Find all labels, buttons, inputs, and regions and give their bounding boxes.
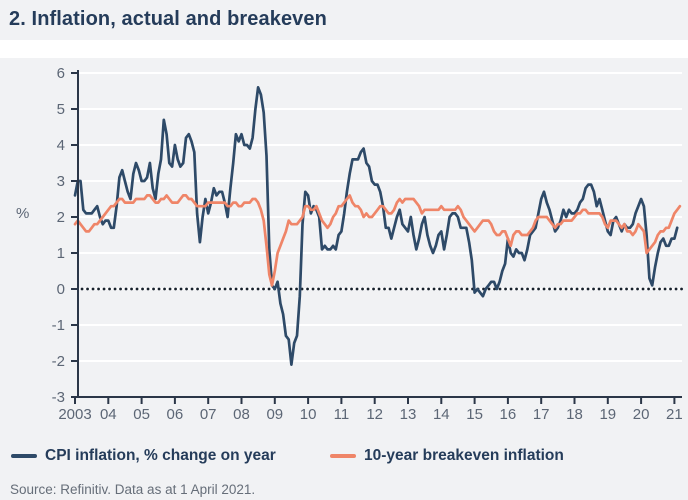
svg-text:11: 11 xyxy=(334,406,350,423)
svg-text:18: 18 xyxy=(566,406,583,423)
svg-text:5: 5 xyxy=(57,101,65,118)
svg-text:04: 04 xyxy=(100,406,117,423)
svg-text:4: 4 xyxy=(57,137,65,154)
source-note: Source: Refinitiv. Data as at 1 April 20… xyxy=(10,482,256,497)
legend-item-breakeven: 10-year breakeven inflation xyxy=(330,444,564,468)
svg-text:15: 15 xyxy=(466,406,483,423)
svg-text:21: 21 xyxy=(666,406,683,423)
svg-text:09: 09 xyxy=(266,406,283,423)
svg-text:6: 6 xyxy=(57,65,65,82)
figure-header: 2. Inflation, actual and breakeven xyxy=(0,0,688,40)
svg-text:3: 3 xyxy=(57,173,65,190)
svg-text:13: 13 xyxy=(400,406,417,423)
svg-text:17: 17 xyxy=(533,406,550,423)
svg-text:16: 16 xyxy=(500,406,517,423)
svg-text:-1: -1 xyxy=(52,317,65,334)
svg-text:07: 07 xyxy=(200,406,217,423)
svg-text:0: 0 xyxy=(57,281,65,298)
svg-text:19: 19 xyxy=(599,406,616,423)
svg-text:14: 14 xyxy=(433,406,450,423)
svg-text:2: 2 xyxy=(57,209,65,226)
chart-title: 2. Inflation, actual and breakeven xyxy=(9,8,327,30)
svg-text:08: 08 xyxy=(233,406,250,423)
legend-label-breakeven: 10-year breakeven inflation xyxy=(364,447,564,464)
legend-item-cpi: CPI inflation, % change on year xyxy=(11,444,276,468)
chart-panel: 6 5 4 3 2 1 0 -1 -2 -3 2003 04 05 06 07 08 09 10 11 12 13 14 1… xyxy=(0,58,688,500)
legend-label-cpi: CPI inflation, % change on year xyxy=(45,447,276,464)
svg-text:-2: -2 xyxy=(52,353,65,370)
svg-text:1: 1 xyxy=(57,245,65,262)
svg-text:05: 05 xyxy=(133,406,150,423)
header-divider xyxy=(0,40,688,58)
cpi-line-swatch xyxy=(11,454,37,458)
svg-text:10: 10 xyxy=(300,406,317,423)
svg-text:2003: 2003 xyxy=(58,406,91,423)
chart-legend: CPI inflation, % change on year 10-year … xyxy=(0,444,688,468)
svg-text:06: 06 xyxy=(167,406,184,423)
svg-text:20: 20 xyxy=(633,406,650,423)
svg-text:12: 12 xyxy=(366,406,383,423)
svg-text:%: % xyxy=(16,205,29,222)
svg-text:-3: -3 xyxy=(52,389,65,406)
breakeven-line-swatch xyxy=(330,454,356,458)
